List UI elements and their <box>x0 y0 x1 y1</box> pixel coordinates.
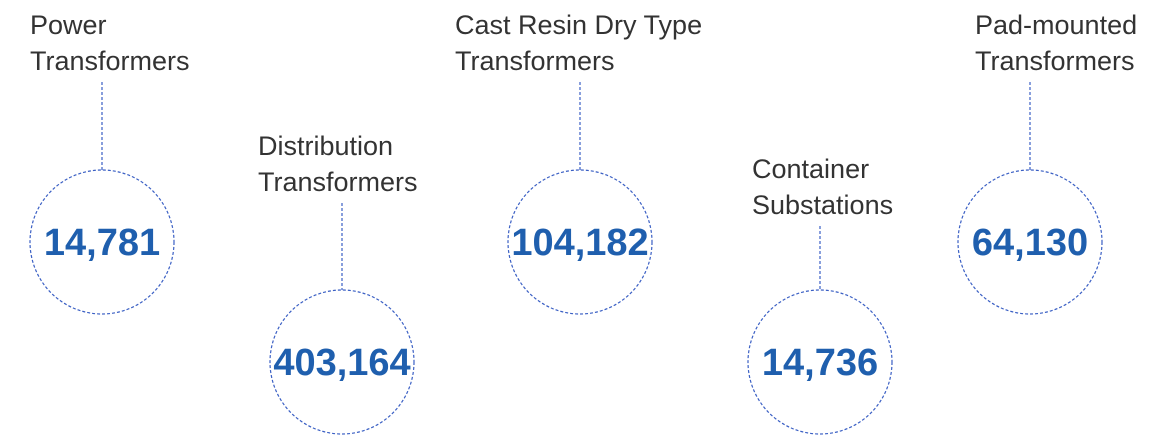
value-circle <box>747 289 893 435</box>
item-label: Distribution <box>258 131 393 161</box>
item-label: Container <box>752 154 869 184</box>
item-label: Transformers <box>30 46 190 76</box>
value-circle <box>269 289 415 435</box>
item-label: Pad-mounted <box>975 10 1137 40</box>
item-value: 14,781 <box>44 222 160 264</box>
value-circle <box>29 169 175 315</box>
item-value: 104,182 <box>511 222 648 264</box>
item-label: Transformers <box>975 46 1135 76</box>
value-circle <box>957 169 1103 315</box>
item-value: 64,130 <box>972 222 1088 264</box>
item-label: Transformers <box>455 46 615 76</box>
item-label: Substations <box>752 190 893 220</box>
item-value: 14,736 <box>762 342 878 384</box>
item-label: Cast Resin Dry Type <box>455 10 702 40</box>
item-label: Power <box>30 10 107 40</box>
item-value: 403,164 <box>273 342 410 384</box>
value-circle <box>507 169 653 315</box>
item-label: Transformers <box>258 167 418 197</box>
